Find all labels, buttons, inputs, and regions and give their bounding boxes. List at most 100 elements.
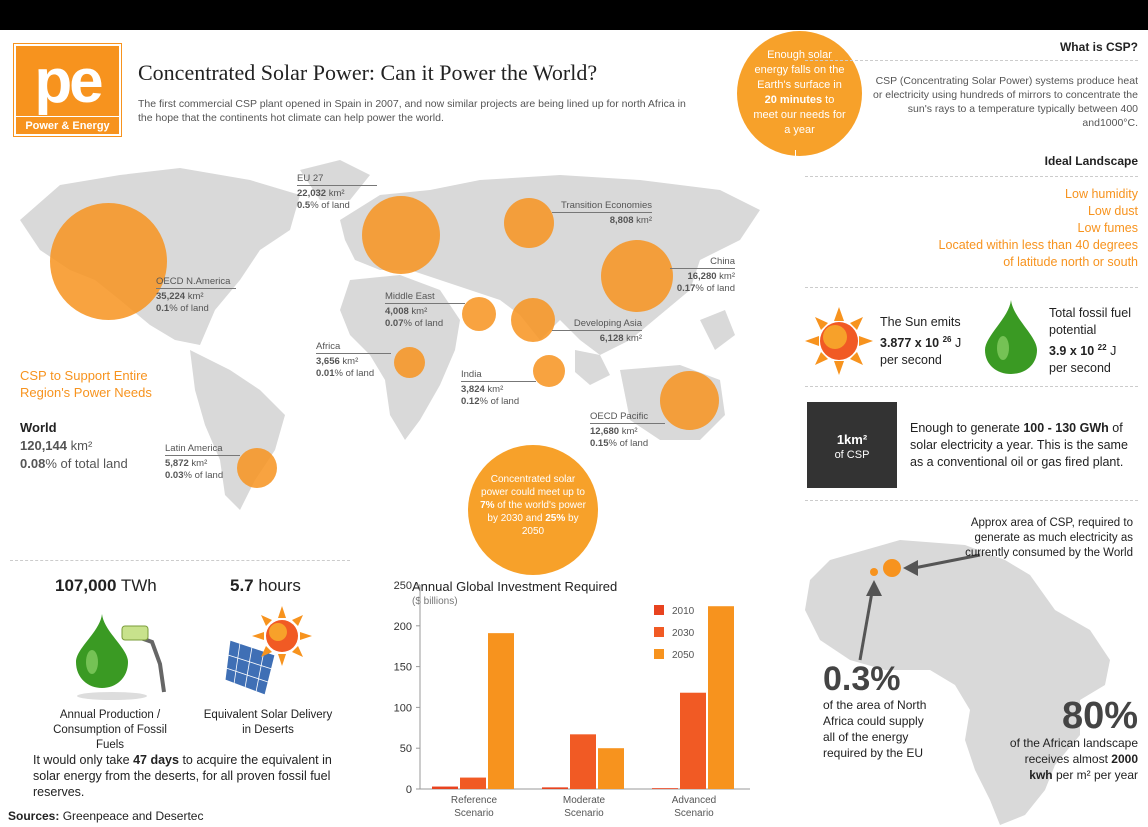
- region-label-transition: Transition Economies 8,808 km²: [552, 200, 652, 227]
- sun-icon: [805, 307, 873, 375]
- sun-emits-text: The Sun emits 3.877 x 10 26 J per second: [880, 315, 962, 368]
- africa-pct1: 0.3%: [823, 660, 901, 698]
- africa-note: Approx area of CSP, required to generate…: [965, 517, 1133, 559]
- bar-2030: [570, 734, 596, 789]
- hours-caption: Equivalent Solar Delivery in Deserts: [203, 709, 333, 736]
- column-sep: [795, 150, 796, 810]
- y-tick-label: 50: [400, 743, 412, 755]
- bar-2010: [432, 786, 458, 789]
- region-label-eu27: EU 27 22,032 km² 0.5% of land: [297, 173, 377, 212]
- csp-potential-bubble-text: Concentrated solar power could meet up t…: [480, 474, 586, 537]
- divider-2: [805, 176, 1138, 177]
- region-label-oecd-na: OECD N.America 35,224 km² 0.1% of land: [156, 276, 236, 315]
- africa-pct2-text: of the African landscape receives almost…: [1009, 736, 1138, 782]
- fossil-potential-text: Total fossil fuel potential 3.9 x 10 22 …: [1049, 306, 1131, 376]
- eu27-circle: [362, 196, 440, 274]
- solar-panel-sun-icon: [224, 606, 312, 696]
- region-label-middle-east: Middle East 4,008 km² 0.07% of land: [385, 291, 465, 330]
- transition-economies-circle: [504, 198, 554, 248]
- legend-label: 2050: [672, 650, 695, 661]
- ideal-item: of latitude north or south: [1003, 255, 1138, 269]
- divider-5: [805, 500, 1138, 501]
- developing-asia-circle: [511, 298, 555, 342]
- legend-label: 2010: [672, 606, 695, 617]
- ideal-landscape-list: Low humidity Low dust Low fumes Located …: [880, 186, 1138, 271]
- sources: Sources: Greenpeace and Desertec: [8, 809, 204, 823]
- china-circle: [601, 240, 673, 312]
- legend-swatch-2050: [654, 649, 664, 659]
- solar-energy-bubble-text: Enough solar energy falls on the Earth's…: [753, 49, 846, 136]
- x-category-label: Scenario: [454, 808, 494, 819]
- x-category-label: Scenario: [674, 808, 714, 819]
- oecd-na-circle: [50, 203, 167, 320]
- y-tick-label: 0: [406, 784, 412, 796]
- bar-2010: [652, 788, 678, 789]
- region-label-oecd-pacific: OECD Pacific 12,680 km² 0.15% of land: [590, 411, 665, 450]
- region-label-developing-asia: Developing Asia 6,128 km²: [552, 318, 642, 345]
- x-category-label: Moderate: [563, 795, 606, 806]
- ideal-item: Low dust: [1087, 204, 1138, 218]
- km-square-box: 1km² of CSP: [807, 402, 897, 488]
- fossil-fuel-drop-icon: [985, 300, 1037, 374]
- latin-america-circle: [237, 448, 277, 488]
- chart-title: Annual Global Investment Required: [412, 579, 618, 594]
- legend-swatch-2030: [654, 627, 664, 637]
- region-label-africa: Africa 3,656 km² 0.01% of land: [316, 341, 391, 380]
- days-text: It would only take 47 days to acquire th…: [33, 753, 332, 799]
- world-area: 120,144 km²: [20, 438, 93, 453]
- middle-east-circle: [462, 297, 496, 331]
- legend-label: 2030: [672, 628, 695, 639]
- world-pct: 0.08% of total land: [20, 456, 128, 471]
- divider-4: [805, 386, 1138, 387]
- africa-pct1-text: of the area of North Africa could supply…: [823, 698, 927, 760]
- divider-3: [805, 287, 1138, 288]
- csp-support-label: CSP to Support Entire Region's Power Nee…: [20, 368, 152, 400]
- y-tick-label: 200: [394, 621, 412, 633]
- solar-energy-bubble: [737, 31, 862, 156]
- bar-2050: [598, 748, 624, 789]
- bar-2030: [460, 777, 486, 789]
- africa-circle: [394, 347, 425, 378]
- ideal-item: Located within less than 40 degrees: [938, 238, 1138, 252]
- legend-swatch-2010: [654, 605, 664, 615]
- africa-map: [805, 540, 1110, 825]
- ideal-item: Low fumes: [1077, 221, 1138, 235]
- what-is-csp-heading: What is CSP?: [1059, 40, 1138, 54]
- region-label-latin-america: Latin America 5,872 km² 0.03% of land: [165, 443, 240, 482]
- divider-1: [805, 60, 1138, 61]
- fuel-pump-drop-icon: [76, 614, 166, 700]
- km-description: Enough to generate 100 - 130 GWh of sola…: [910, 421, 1128, 469]
- bar-2010: [542, 787, 568, 789]
- world-label: World: [20, 420, 57, 435]
- what-is-csp-text: CSP (Concentrating Solar Power) systems …: [873, 75, 1138, 129]
- region-label-china: China 16,280 km² 0.17% of land: [670, 256, 735, 295]
- region-label-india: India 3,824 km² 0.12% of land: [461, 369, 536, 408]
- ideal-landscape-heading: Ideal Landscape: [1044, 154, 1138, 168]
- logo-subtitle: Power & Energy: [16, 116, 119, 132]
- bar-2050: [488, 633, 514, 789]
- bar-2030: [680, 692, 706, 789]
- twh-caption: Annual Production / Consumption of Fossi…: [53, 709, 167, 751]
- hours-stat: 5.7 hours: [230, 576, 301, 595]
- page-title: Concentrated Solar Power: Can it Power t…: [138, 60, 598, 85]
- bar-2050: [708, 606, 734, 789]
- y-tick-label: 250: [394, 580, 412, 592]
- investment-bar-chart: 0 50 100 150 200 250 Reference Scenario Moderate…: [394, 580, 750, 819]
- km-label: 1km²: [836, 432, 868, 447]
- logo-text: pe: [34, 47, 103, 116]
- ideal-item: Low humidity: [1065, 187, 1138, 201]
- page-subtitle: The first commercial CSP plant opened in…: [138, 98, 686, 124]
- india-circle: [533, 355, 565, 387]
- y-tick-label: 100: [394, 702, 412, 714]
- x-category-label: Advanced: [672, 795, 716, 806]
- km-sublabel: of CSP: [834, 449, 870, 461]
- csp-potential-bubble: [468, 445, 598, 575]
- x-category-label: Reference: [451, 795, 498, 806]
- x-category-label: Scenario: [564, 808, 604, 819]
- y-tick-label: 150: [394, 662, 412, 674]
- oecd-pacific-circle: [660, 371, 719, 430]
- top-bar: [0, 0, 1148, 30]
- africa-pct2: 80%: [1061, 695, 1138, 737]
- pe-logo: pe Power & Energy: [13, 43, 122, 137]
- divider-bottom-left: [10, 560, 350, 561]
